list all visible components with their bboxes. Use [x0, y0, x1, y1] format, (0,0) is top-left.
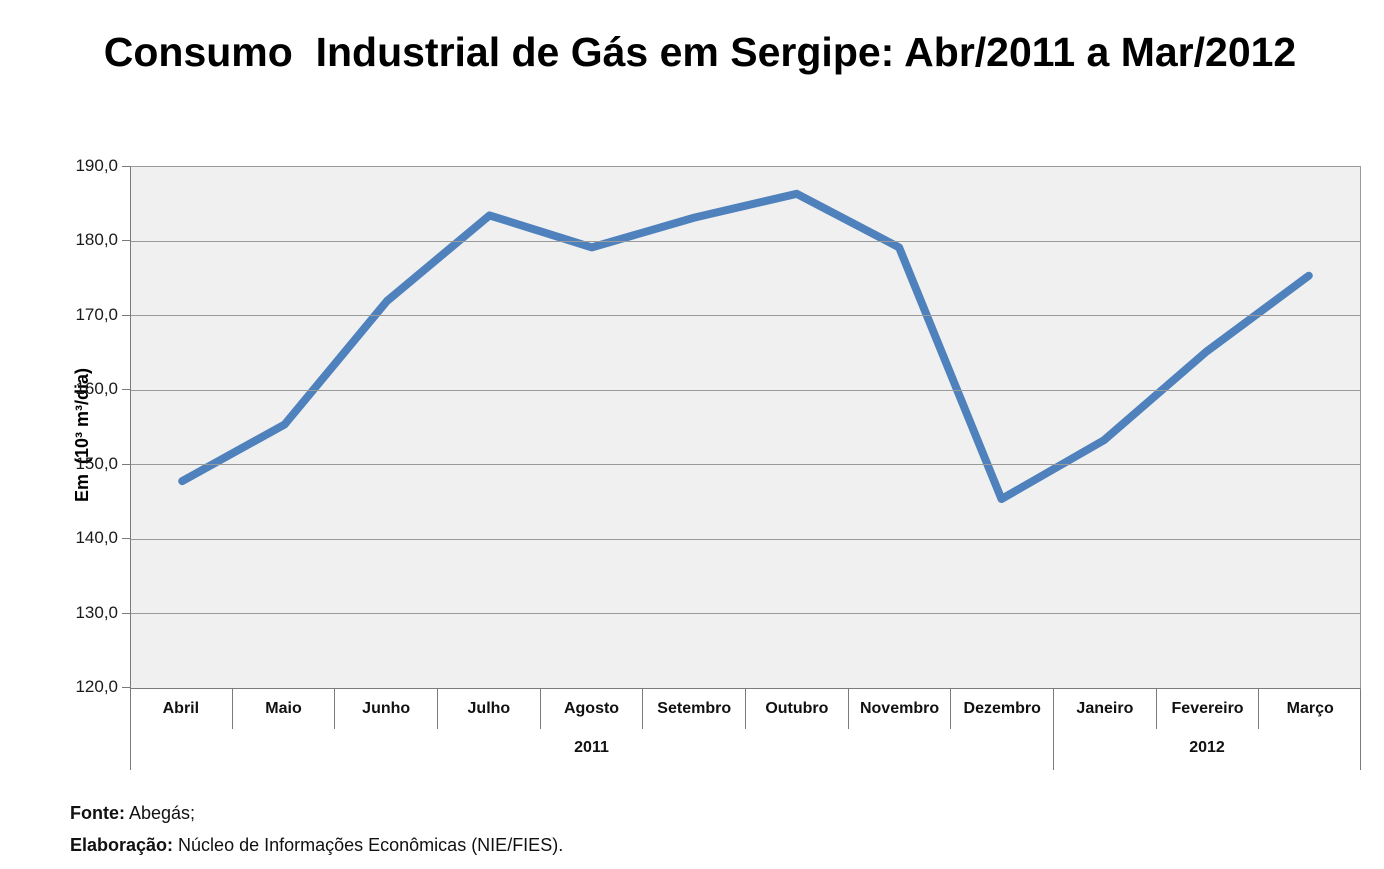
y-tick-mark — [122, 389, 130, 390]
axis-group-separator — [130, 689, 131, 770]
month-label: Janeiro — [1076, 700, 1134, 717]
y-tick-mark — [122, 687, 130, 688]
y-axis-title: Em (10³ m³/dia) — [72, 367, 92, 503]
y-tick-label: 160,0 — [75, 379, 118, 399]
month-label: Maio — [265, 700, 302, 717]
y-tick-mark — [122, 315, 130, 316]
y-tick-label: 150,0 — [75, 453, 118, 473]
month-label: Julho — [467, 700, 511, 717]
line-series-svg — [178, 189, 1313, 503]
month-cell: Agosto — [539, 689, 643, 729]
y-tick-mark — [122, 166, 130, 167]
plot-area — [130, 166, 1361, 689]
axis-group-separator — [1360, 689, 1361, 770]
month-cell: Maio — [231, 689, 335, 729]
y-tick-label: 130,0 — [75, 602, 118, 622]
axis-group-separator — [1053, 689, 1054, 770]
source-label: Fonte: — [70, 803, 125, 823]
month-cell: Abril — [130, 689, 232, 729]
month-label: Outubro — [765, 700, 829, 717]
gridline — [131, 315, 1360, 317]
gridline — [131, 538, 1360, 540]
month-cell: Fevereiro — [1155, 689, 1259, 729]
footer: Fonte: Abegás; Elaboração: Núcleo de Inf… — [70, 797, 563, 861]
month-label: Fevereiro — [1171, 700, 1244, 717]
month-label: Agosto — [563, 700, 620, 717]
month-label: Junho — [362, 700, 411, 717]
gridline — [131, 613, 1360, 615]
month-cell: Janeiro — [1053, 689, 1156, 729]
month-cell: Junho — [334, 689, 437, 729]
elaboration-line: Elaboração: Núcleo de Informações Econôm… — [70, 829, 563, 861]
month-label: Março — [1286, 700, 1334, 717]
month-label: Abril — [162, 700, 200, 717]
elaboration-value: Núcleo de Informações Econômicas (NIE/FI… — [173, 835, 564, 855]
year-label-2012: 2012 — [1189, 739, 1225, 756]
y-tick-mark — [122, 613, 130, 614]
y-tick-mark — [122, 538, 130, 539]
gridline — [131, 240, 1360, 242]
year-label-2011: 2011 — [574, 739, 609, 756]
month-label: Setembro — [657, 700, 732, 717]
month-cell: Outubro — [745, 689, 848, 729]
y-tick-label: 120,0 — [75, 677, 118, 696]
source-value: Abegás; — [124, 803, 196, 823]
y-tick-label: 190,0 — [75, 156, 118, 175]
source-line: Fonte: Abegás; — [70, 797, 563, 829]
y-tick-label: 140,0 — [75, 528, 118, 548]
consumption-line — [178, 189, 1313, 503]
month-label: Novembro — [859, 700, 940, 717]
gridline — [131, 464, 1360, 466]
chart-title: Consumo Industrial de Gás em Sergipe: Ab… — [103, 29, 1297, 75]
month-label: Dezembro — [963, 700, 1041, 717]
month-cell: Julho — [437, 689, 540, 729]
elaboration-label: Elaboração: — [70, 835, 174, 855]
gridline — [131, 389, 1360, 391]
y-tick-mark — [122, 464, 130, 465]
x-axis-month-row: Abril Maio Junho Julho Agosto Setembro O… — [130, 689, 1361, 729]
y-tick-mark — [122, 240, 130, 241]
month-cell: Novembro — [847, 689, 951, 729]
month-cell: Março — [1258, 689, 1361, 729]
y-tick-label: 180,0 — [75, 230, 118, 250]
y-tick-label: 170,0 — [75, 304, 118, 324]
month-cell: Setembro — [642, 689, 745, 729]
month-cell: Dezembro — [950, 689, 1053, 729]
